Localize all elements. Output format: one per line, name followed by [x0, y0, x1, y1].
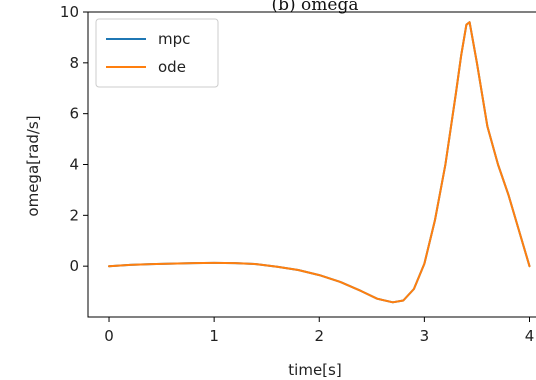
x-tick-label: 3 — [420, 327, 430, 345]
x-tick-label: 1 — [209, 327, 219, 345]
y-tick-label: 8 — [69, 54, 79, 72]
y-tick-label: 2 — [69, 206, 79, 224]
y-tick-label: 6 — [69, 105, 79, 123]
x-tick-label: 4 — [525, 327, 535, 345]
y-tick-label: 10 — [60, 3, 79, 21]
x-axis-label: time[s] — [288, 361, 341, 379]
axes: 0 1 2 3 4 0 2 4 6 8 10 — [60, 3, 536, 345]
legend-box — [95, 18, 219, 88]
y-axis-label: omega[rad/s] — [24, 115, 42, 216]
x-tick-label: 0 — [104, 327, 114, 345]
plot-area — [108, 21, 531, 304]
y-tick-label: 4 — [69, 156, 79, 174]
legend-label-ode: ode — [158, 58, 186, 76]
x-tick-label: 2 — [314, 327, 324, 345]
y-tick-label: 0 — [69, 257, 79, 275]
legend: mpc ode — [95, 18, 219, 88]
chart-title: (b) omega — [272, 0, 359, 15]
legend-label-mpc: mpc — [158, 30, 190, 48]
series-line-ode — [108, 21, 531, 304]
